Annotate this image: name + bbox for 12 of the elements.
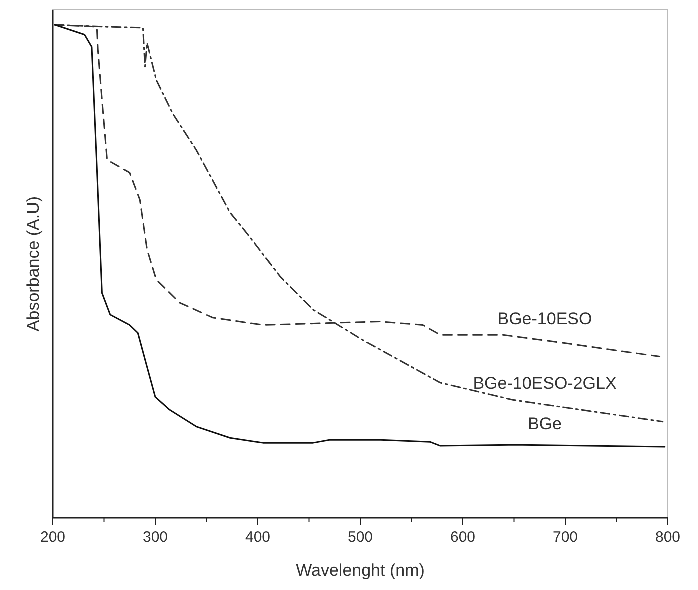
x-tick-label: 500	[348, 529, 374, 546]
x-tick-label: 300	[142, 529, 168, 546]
x-tick-label: 600	[450, 529, 476, 546]
series-label: BGe-10ESO-2GLX	[473, 374, 617, 393]
x-tick-label: 400	[245, 529, 271, 546]
x-tick-label: 200	[40, 529, 66, 546]
x-axis-title: Wavelenght (nm)	[296, 561, 425, 580]
y-axis-title: Absorbance (A.U)	[24, 196, 43, 332]
x-tick-label: 800	[655, 529, 681, 546]
series-label: BGe-10ESO	[498, 310, 592, 329]
series-label: BGe	[528, 414, 562, 434]
x-tick-label: 700	[552, 529, 578, 546]
